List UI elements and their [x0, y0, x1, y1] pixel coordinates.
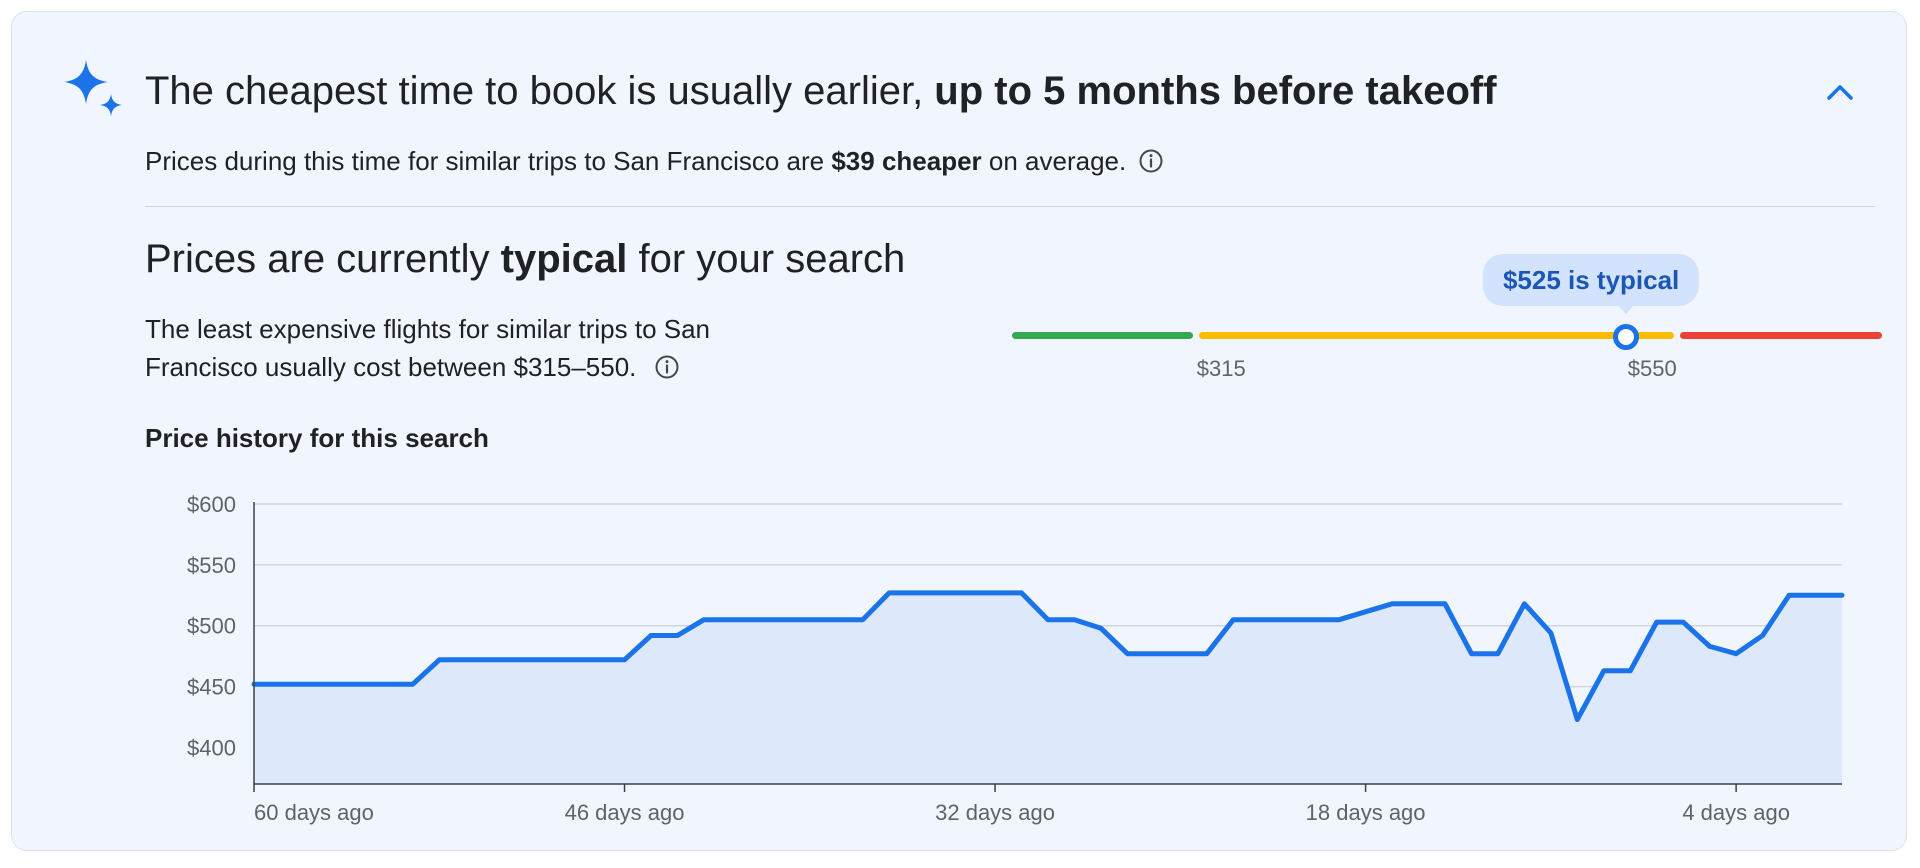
current-price-marker[interactable]	[1613, 324, 1640, 350]
price-status-word: typical	[500, 237, 628, 281]
price-history-title: Price history for this search	[145, 423, 489, 453]
savings-summary: Prices during this time for similar trip…	[145, 145, 1164, 177]
x-tick-label: 60 days ago	[254, 800, 374, 825]
gauge-high-label: $550	[1627, 356, 1677, 381]
y-tick-label: $600	[187, 492, 236, 517]
y-tick-label: $450	[187, 675, 236, 700]
price-range-gauge: $315 $550 $525 is typical	[1012, 252, 1882, 392]
status-heading-suffix: for your search	[627, 237, 906, 281]
chevron-up-icon	[1827, 85, 1853, 100]
y-tick-label: $400	[187, 735, 236, 760]
price-area-fill	[254, 592, 1842, 784]
collapse-button[interactable]	[1820, 72, 1860, 112]
range-description-text: The least expensive flights for similar …	[145, 314, 711, 382]
info-icon[interactable]	[654, 354, 680, 380]
bubble-pointer	[1617, 304, 1636, 314]
savings-text: Prices during this time for similar trip…	[145, 146, 832, 176]
booking-tip-headline: The cheapest time to book is usually ear…	[145, 67, 1497, 115]
gauge-low-label: $315	[1196, 356, 1246, 381]
x-tick-label: 18 days ago	[1306, 800, 1426, 825]
sparkle-icon	[64, 60, 122, 116]
x-tick-label: 46 days ago	[565, 800, 685, 825]
x-tick-label: 32 days ago	[935, 800, 1055, 825]
status-heading-prefix: Prices are currently	[145, 237, 501, 281]
gauge-low-segment	[1012, 332, 1194, 339]
gauge-high-segment	[1680, 332, 1882, 339]
price-history-chart: $400 $450 $500 $550 $600 60 days ago 46 days a…	[187, 492, 1845, 825]
savings-suffix: on average.	[981, 146, 1127, 176]
headline-emphasis: up to 5 months before takeoff	[934, 69, 1497, 113]
y-tick-label: $500	[187, 614, 236, 639]
x-tick-label: 4 days ago	[1682, 800, 1790, 825]
savings-amount: $39 cheaper	[831, 146, 982, 176]
price-status-heading: Prices are currently typical for your se…	[145, 235, 905, 283]
price-insights-card: The cheapest time to book is usually ear…	[11, 11, 1907, 851]
price-history-line	[251, 590, 1845, 722]
typical-range-description: The least expensive flights for similar …	[145, 310, 805, 386]
gauge-typical-segment	[1199, 332, 1675, 339]
current-price-bubble: $525 is typical	[1482, 254, 1700, 306]
headline-text: The cheapest time to book is usually ear…	[145, 69, 935, 113]
section-divider	[145, 206, 1875, 207]
y-tick-label: $550	[187, 553, 236, 578]
info-icon[interactable]	[1138, 148, 1164, 174]
